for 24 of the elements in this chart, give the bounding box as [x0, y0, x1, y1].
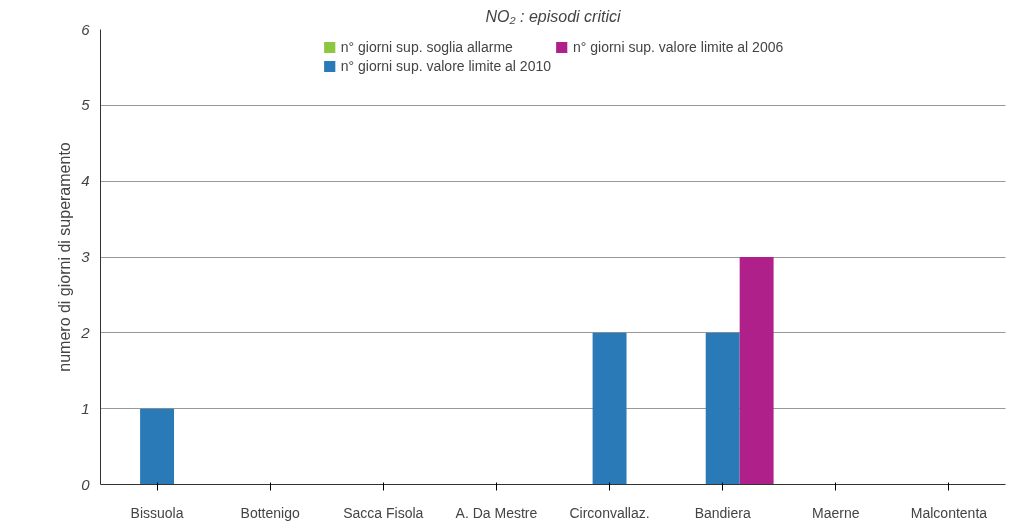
y-tick-label: 6: [81, 20, 91, 38]
bar: [140, 408, 175, 485]
y-tick-label: 1: [81, 399, 90, 417]
y-tick-label: 0: [81, 475, 91, 493]
legend-label: n° giorni sup. valore limite al 2006: [573, 39, 784, 55]
chart-title: NO₂ : episodi critici: [485, 7, 621, 25]
bar: [705, 332, 740, 485]
y-tick-label: 4: [81, 172, 90, 190]
bar: [739, 257, 774, 485]
x-tick-label: Sacca Fisola: [343, 504, 424, 521]
legend-label: n° giorni sup. soglia allarme: [340, 39, 513, 55]
x-tick-label: Bandiera: [694, 504, 751, 521]
x-tick-label: Malcontenta: [910, 504, 988, 521]
bar: [592, 332, 627, 485]
y-tick-label: 3: [81, 248, 91, 265]
y-axis-title: numero di giorni di superamento: [56, 142, 74, 372]
y-tick-label: 5: [81, 96, 91, 114]
x-tick-label: A. Da Mestre: [455, 504, 538, 521]
x-tick-label: Circonvallaz.: [569, 504, 650, 521]
y-tick-label: 2: [80, 323, 91, 341]
x-tick-label: Bissuola: [130, 504, 184, 521]
x-tick-label: Bottenigo: [240, 504, 300, 521]
x-tick-label: Maerne: [812, 504, 860, 521]
legend-label: n° giorni sup. valore limite al 2010: [340, 58, 551, 74]
